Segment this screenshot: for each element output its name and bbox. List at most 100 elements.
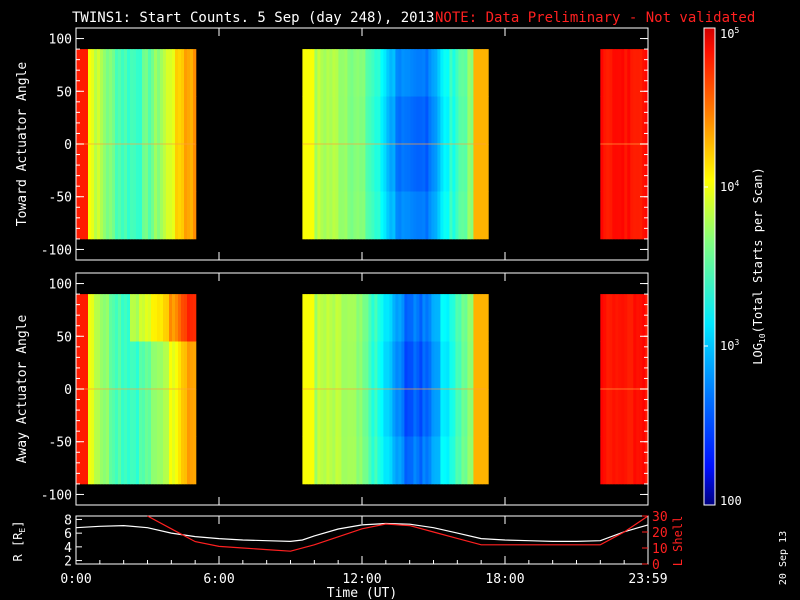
heatmap-cell — [154, 389, 158, 437]
heatmap-cell — [470, 436, 474, 485]
orbit-ylabel-right: L Shell — [671, 516, 685, 567]
heatmap-cell — [169, 294, 173, 342]
heatmap-cell — [308, 389, 312, 437]
heatmap-cell — [82, 341, 86, 390]
heatmap-cell — [124, 389, 128, 437]
heatmap-cell — [419, 294, 423, 342]
heatmap-cell — [416, 96, 420, 145]
heatmap-cell — [124, 436, 128, 485]
heatmap-cell — [419, 96, 423, 145]
heatmap-cell — [413, 389, 417, 437]
heatmap-cell — [103, 341, 107, 390]
heatmap-cell — [163, 49, 167, 97]
heatmap-cell — [314, 96, 318, 145]
heatmap-cell — [127, 389, 131, 437]
heatmap-cell — [410, 341, 414, 390]
heatmap-cell — [404, 191, 408, 240]
heatmap-cell — [621, 389, 625, 437]
heatmap-cell — [323, 341, 327, 390]
heatmap-cell — [473, 144, 477, 192]
heatmap-cell — [154, 191, 158, 240]
heatmap-cell — [467, 96, 471, 145]
heatmap-cell — [184, 49, 188, 97]
heatmap-cell — [121, 294, 125, 342]
heatmap-cell — [452, 341, 456, 390]
heatmap-cell — [320, 191, 324, 240]
heatmap-cell — [100, 144, 104, 192]
heatmap-cell — [160, 436, 164, 485]
ytick-right-label: 10 — [652, 542, 668, 557]
heatmap-cell — [425, 341, 429, 390]
heatmap-cell — [106, 294, 110, 342]
heatmap-cell — [338, 96, 342, 145]
heatmap-cell — [88, 49, 92, 97]
heatmap-cell — [386, 436, 390, 485]
heatmap-cell — [88, 144, 92, 192]
heatmap-cell — [392, 341, 396, 390]
heatmap-cell — [326, 294, 330, 342]
heatmap-cell — [636, 436, 640, 485]
heatmap-cell — [94, 389, 98, 437]
heatmap-cell — [172, 389, 176, 437]
heatmap-cell — [136, 294, 140, 342]
heatmap-cell — [362, 389, 366, 437]
heatmap-cell — [612, 341, 616, 390]
heatmap-cell — [139, 294, 143, 342]
heatmap-cell — [428, 436, 432, 485]
heatmap-cell — [151, 49, 155, 97]
heatmap-cell — [130, 341, 134, 390]
heatmap-cell — [181, 389, 185, 437]
heatmap-cell — [341, 144, 345, 192]
heatmap-cell — [136, 49, 140, 97]
heatmap-cell — [627, 341, 631, 390]
ytick-label: 50 — [56, 330, 72, 345]
heatmap-cell — [428, 191, 432, 240]
heatmap-cell — [112, 96, 116, 145]
heatmap-cell — [160, 96, 164, 145]
heatmap-cell — [109, 96, 113, 145]
heatmap-cell — [603, 294, 607, 342]
heatmap-cell — [130, 389, 134, 437]
heatmap-cell — [172, 341, 176, 390]
heatmap-cell — [431, 144, 435, 192]
heatmap-cell — [166, 144, 170, 192]
heatmap-cell — [76, 96, 80, 145]
heatmap-cell — [374, 96, 378, 145]
heatmap-cell — [386, 389, 390, 437]
heatmap-cell — [458, 294, 462, 342]
heatmap-cell — [133, 341, 137, 390]
heatmap-cell — [377, 191, 381, 240]
heatmap-cell — [320, 436, 324, 485]
heatmap-cell — [621, 294, 625, 342]
heatmap-cell — [166, 191, 170, 240]
heatmap-cell — [449, 49, 453, 97]
heatmap-cell — [416, 144, 420, 192]
heatmap-cell — [443, 96, 447, 145]
heatmap-cell — [461, 294, 465, 342]
heatmap-cell — [130, 191, 134, 240]
heatmap-cell — [362, 191, 366, 240]
heatmap-cell — [305, 436, 309, 485]
heatmap-cell — [606, 436, 610, 485]
heatmap-cell — [434, 341, 438, 390]
heatmap-cell — [79, 144, 83, 192]
heatmap-cell — [154, 49, 158, 97]
heatmap-cell — [314, 436, 318, 485]
heatmap-cell — [184, 191, 188, 240]
heatmap-cell — [347, 341, 351, 390]
heatmap-cell — [485, 49, 489, 97]
heatmap-cell — [308, 191, 312, 240]
heatmap-cell — [428, 294, 432, 342]
heatmap-cell — [112, 49, 116, 97]
heatmap-cell — [109, 436, 113, 485]
heatmap-cell — [377, 389, 381, 437]
heatmap-cell — [347, 144, 351, 192]
heatmap-cell — [302, 436, 306, 485]
heatmap-cell — [115, 96, 119, 145]
heatmap-cell — [606, 341, 610, 390]
heatmap-cell — [603, 191, 607, 240]
colorbar-tick-label: 105 — [720, 26, 739, 41]
heatmap-cell — [437, 191, 441, 240]
heatmap-cell — [642, 341, 646, 390]
heatmap-cell — [82, 436, 86, 485]
